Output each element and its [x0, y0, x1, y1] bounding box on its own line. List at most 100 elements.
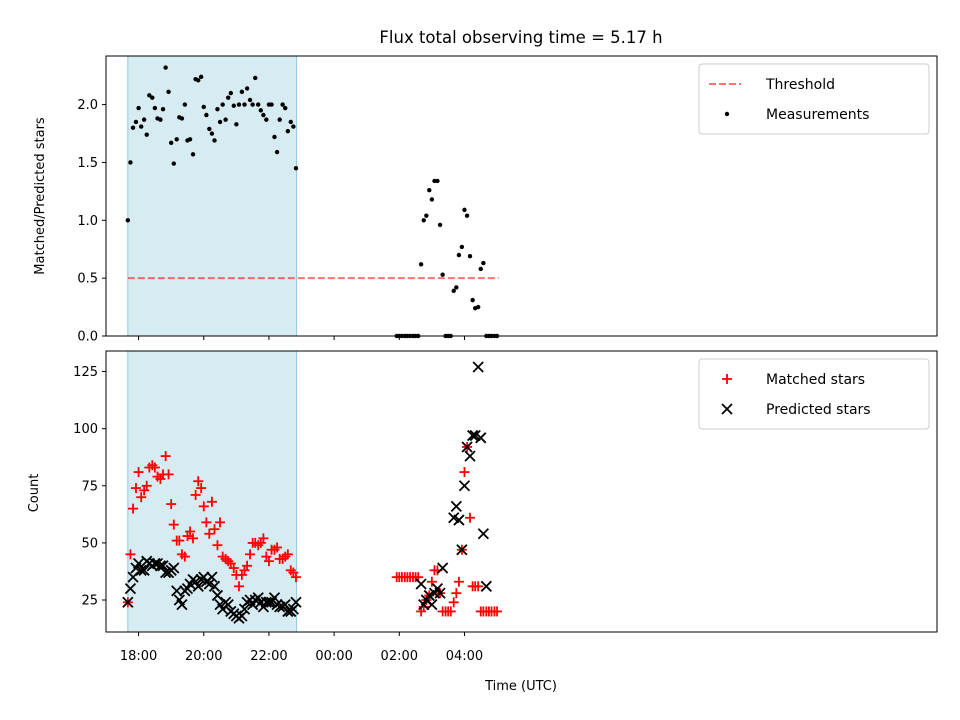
- measurement-point: [244, 86, 250, 91]
- measurement-point: [209, 131, 215, 136]
- measurement-point: [272, 134, 277, 140]
- y-tick-label: 1.5: [77, 156, 98, 171]
- predicted-star-point: [236, 610, 248, 622]
- measurement-point: [418, 262, 424, 267]
- measurement-point: [291, 124, 296, 129]
- measurement-point: [475, 304, 481, 310]
- measurement-point: [427, 188, 432, 193]
- predicted-star-point: [154, 560, 167, 572]
- predicted-star-point: [290, 596, 302, 608]
- predicted-star-point: [132, 557, 145, 570]
- x-tick-label: 02:00: [381, 649, 418, 664]
- predicted-star-point: [434, 587, 446, 599]
- top-marks: [125, 65, 500, 339]
- measurement-point: [250, 102, 255, 107]
- predicted-star-point: [122, 596, 134, 608]
- measurement-point: [136, 105, 141, 111]
- x-tick-label: 04:00: [446, 649, 483, 664]
- predicted-star-point: [456, 544, 468, 556]
- legend-predicted-swatch: [721, 403, 733, 415]
- predicted-star-point: [279, 598, 291, 611]
- measurement-point: [481, 260, 486, 266]
- y-tick-label: 75: [81, 479, 98, 494]
- measurement-point: [470, 297, 475, 303]
- measurement-point: [424, 213, 429, 218]
- measurement-point: [255, 102, 261, 107]
- matched-star-point: [201, 517, 212, 528]
- measurement-point: [226, 95, 231, 100]
- y-tick-label: 50: [81, 536, 98, 551]
- legend-measurement-swatch: [724, 111, 730, 117]
- measurement-point: [201, 104, 206, 110]
- measurement-point: [462, 207, 467, 213]
- matched-star-point: [228, 563, 239, 574]
- measurement-point: [231, 103, 236, 108]
- matched-star-point: [136, 492, 147, 503]
- matched-star-point: [212, 540, 223, 551]
- matched-star-point: [188, 533, 199, 544]
- predicted-star-point: [287, 603, 300, 615]
- measurement-point: [456, 252, 462, 258]
- measurement-point: [283, 105, 288, 111]
- measurement-point: [158, 117, 163, 122]
- matched-star-point: [196, 483, 207, 494]
- bottom-panel: 25 50 75 100 125 18:00 20:00 22:00 00:00 02:00 04:…: [27, 350, 938, 664]
- predicted-star-point: [426, 598, 438, 611]
- matched-star-point: [130, 483, 141, 494]
- matched-star-point: [272, 542, 283, 553]
- matched-star-point: [206, 496, 217, 507]
- legend-label: Threshold: [765, 77, 835, 93]
- predicted-star-point: [437, 562, 449, 574]
- top-axes-frame: [105, 55, 938, 337]
- matched-star-point: [190, 489, 201, 500]
- measurement-point: [141, 117, 147, 122]
- matched-star-point: [133, 467, 144, 478]
- measurement-point: [198, 74, 204, 80]
- bottom-axes-frame: [105, 350, 938, 633]
- y-tick-label: 1.0: [77, 214, 98, 229]
- matched-star-point: [149, 462, 160, 473]
- matched-star-point: [453, 576, 464, 587]
- matched-star-point: [215, 517, 226, 528]
- measurement-point: [454, 285, 459, 290]
- measurement-point: [128, 160, 133, 165]
- matched-star-point: [445, 606, 456, 617]
- predicted-star-point: [461, 441, 473, 453]
- measurement-point: [258, 108, 263, 113]
- y-tick-label: 100: [73, 422, 98, 437]
- x-tick-label: 22:00: [250, 649, 287, 664]
- bottom-legend: Matched stars Predicted stars: [698, 358, 930, 430]
- matched-star-point: [204, 528, 215, 539]
- matched-star-point: [185, 526, 196, 537]
- measurement-point: [152, 105, 158, 111]
- measurement-point: [160, 107, 166, 112]
- measurement-point: [269, 102, 274, 107]
- predicted-star-point: [458, 480, 471, 492]
- measurement-point: [437, 222, 443, 228]
- legend-box: [698, 63, 930, 135]
- matched-star-point: [198, 501, 209, 512]
- measurement-point: [212, 138, 217, 143]
- predicted-star-point: [260, 596, 272, 608]
- matched-star-point: [263, 556, 274, 567]
- measurement-point: [264, 117, 269, 122]
- measurement-point: [236, 102, 242, 107]
- measurement-point: [451, 288, 456, 294]
- bottom-y-axis-label: Count: [27, 474, 42, 513]
- matched-star-point: [258, 533, 269, 544]
- measurement-point: [464, 213, 470, 218]
- predicted-star-point: [464, 450, 476, 462]
- matched-star-point: [160, 451, 171, 462]
- matched-star-point: [163, 469, 174, 480]
- measurement-point: [280, 102, 285, 107]
- measurement-point: [274, 149, 280, 155]
- predicted-star-point: [168, 562, 180, 574]
- matched-star-point: [290, 572, 301, 583]
- measurement-point: [133, 119, 139, 125]
- matched-star-point: [282, 549, 293, 560]
- top-axes: 0.0 0.5 1.0 1.5 2.0: [77, 55, 938, 345]
- top-legend: Threshold Measurements: [698, 63, 930, 135]
- measurement-point: [234, 122, 239, 127]
- measurement-point: [182, 102, 188, 107]
